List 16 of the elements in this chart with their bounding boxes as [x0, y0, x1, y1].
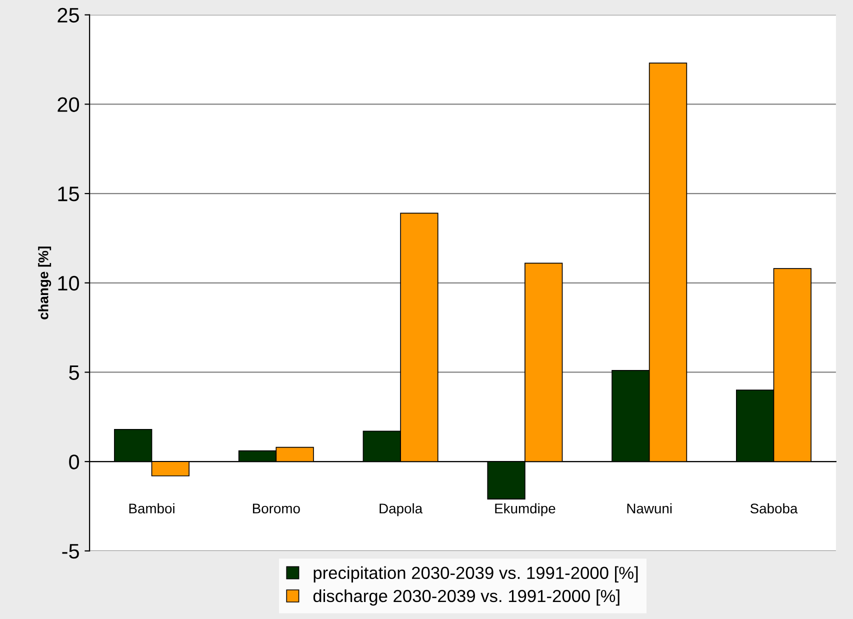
x-tick-label: Nawuni [627, 503, 672, 514]
y-tick-label: 15 [58, 186, 79, 202]
y-axis-title: change [%] [38, 246, 52, 320]
x-tick-label: Bamboi [129, 503, 174, 514]
x-tick-label: Boromo [252, 504, 300, 514]
y-tick-label: 20 [58, 97, 80, 112]
y-tick-label: 5 [69, 365, 79, 380]
y-tick-label: -5 [62, 544, 79, 559]
x-tick-label: Ekumdipe [495, 503, 556, 516]
legend-label: discharge 2030-2039 vs. 1991-2000 [%] [313, 589, 620, 606]
y-tick-label: 10 [58, 276, 80, 291]
legend-label: precipitation 2030-2039 vs. 1991-2000 [%] [314, 566, 638, 582]
y-tick-label: 0 [69, 454, 80, 470]
x-tick-label: Dapola [380, 503, 423, 516]
y-tick-label: 25 [58, 8, 79, 23]
x-tick-label: Saboba [750, 503, 798, 514]
